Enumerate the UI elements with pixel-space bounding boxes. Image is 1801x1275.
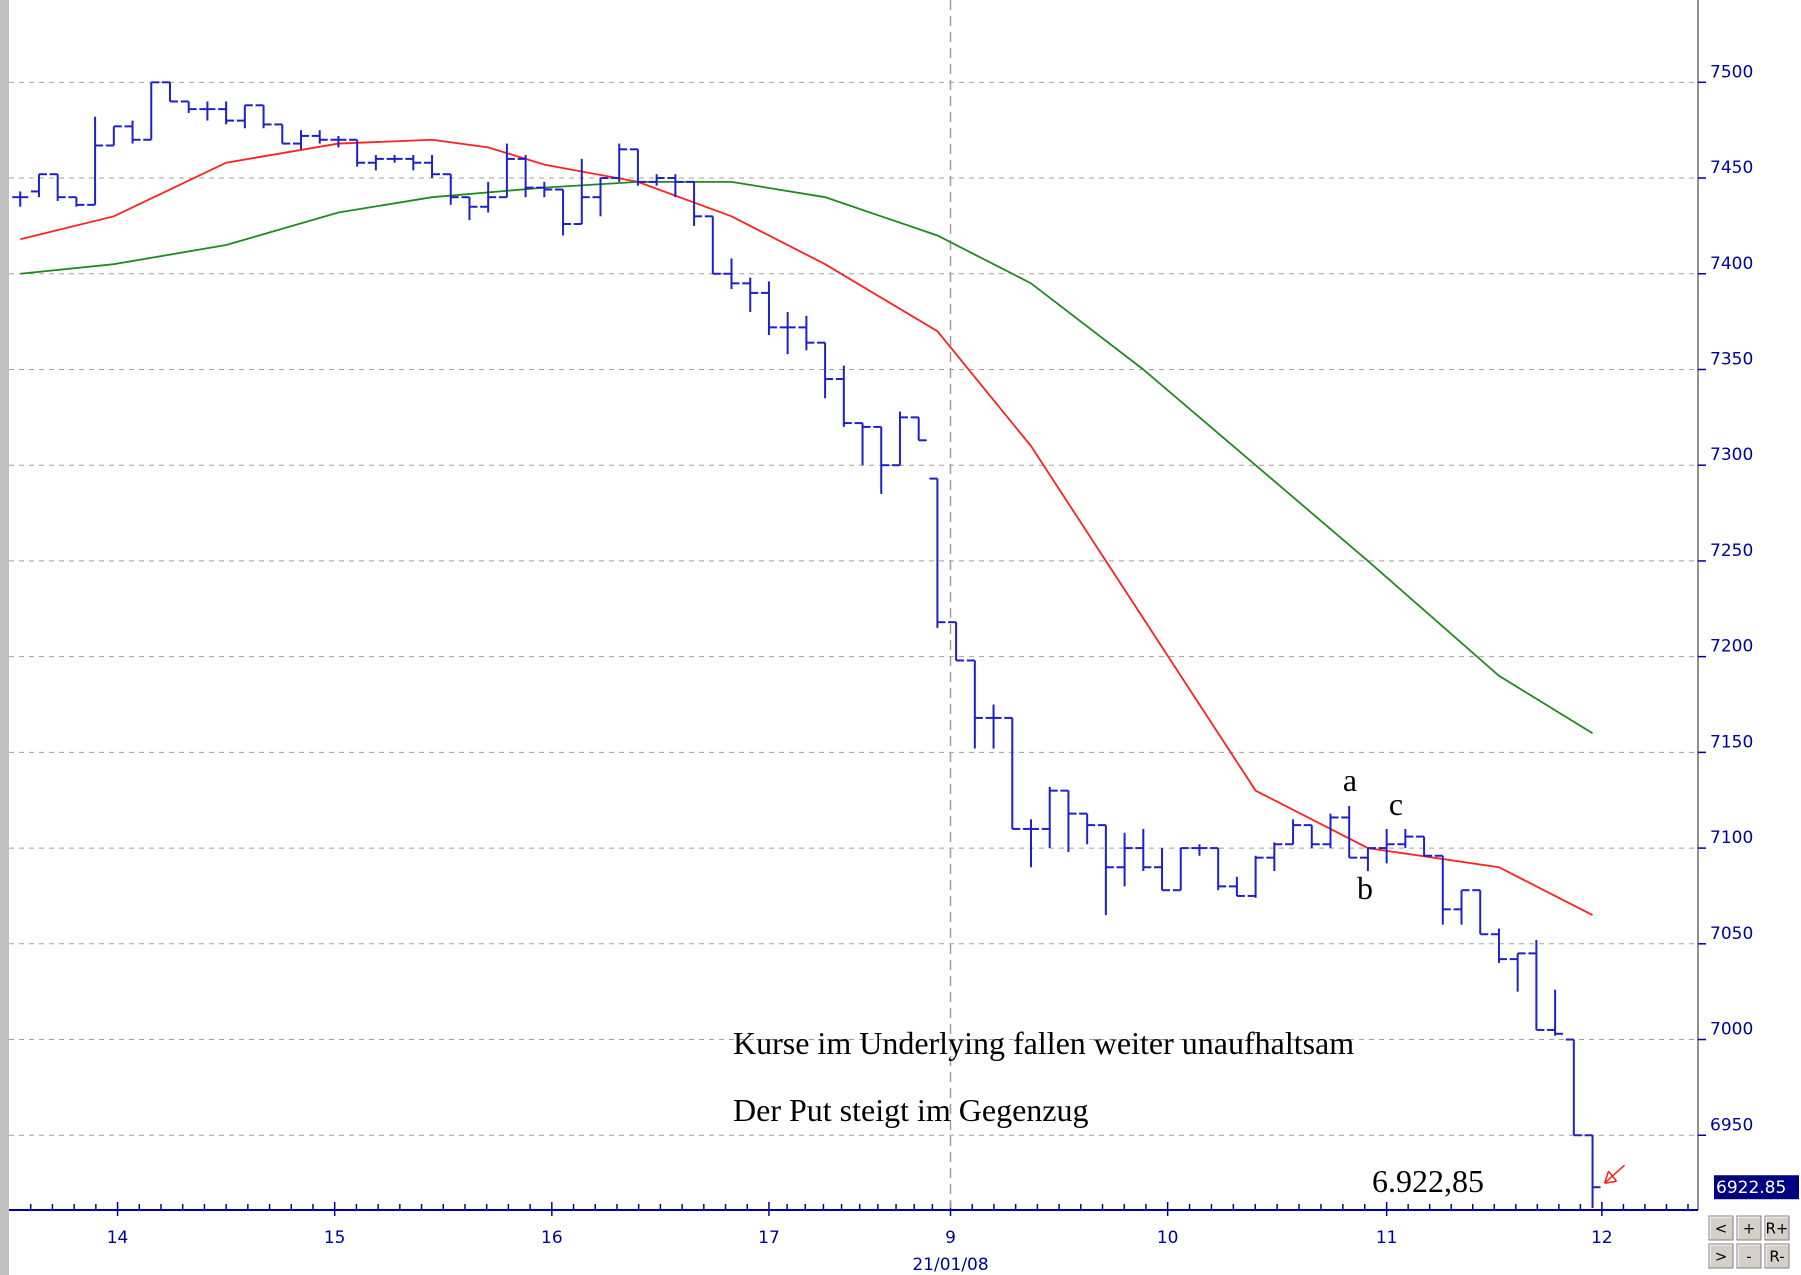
button-label: < bbox=[1715, 1220, 1728, 1238]
y-tick-label: 7000 bbox=[1710, 1020, 1753, 1040]
button-face bbox=[1736, 1243, 1762, 1269]
y-tick-label: 7400 bbox=[1710, 254, 1753, 274]
button-highlight bbox=[1737, 1216, 1760, 1239]
x-tick-label: 12 bbox=[1591, 1228, 1613, 1248]
button-label: R+ bbox=[1766, 1220, 1789, 1238]
x-tick-label: 10 bbox=[1157, 1228, 1179, 1248]
x-tick-label: 15 bbox=[324, 1228, 346, 1248]
y-tick-label: 7100 bbox=[1710, 828, 1753, 848]
y-tick-label: 7050 bbox=[1710, 924, 1753, 944]
y-tick-label: 7300 bbox=[1710, 445, 1753, 465]
annotation: c bbox=[1389, 786, 1403, 822]
date-label: 21/01/08 bbox=[912, 1255, 988, 1275]
button-face bbox=[1764, 1243, 1790, 1269]
button[interactable]: - bbox=[1736, 1243, 1762, 1269]
last-price-box bbox=[1714, 1175, 1799, 1200]
button-highlight bbox=[1765, 1216, 1788, 1239]
y-tick-label: 6950 bbox=[1710, 1115, 1753, 1135]
left-frame bbox=[0, 0, 9, 1275]
button[interactable]: > bbox=[1708, 1243, 1734, 1269]
x-tick-label: 11 bbox=[1376, 1228, 1398, 1248]
button-highlight bbox=[1737, 1244, 1760, 1267]
x-tick-label: 17 bbox=[758, 1228, 780, 1248]
y-tick-label: 7450 bbox=[1710, 158, 1753, 178]
x-tick-label: 9 bbox=[945, 1228, 956, 1248]
annotation: Der Put steigt im Gegenzug bbox=[733, 1092, 1088, 1128]
x-tick-label: 16 bbox=[541, 1228, 563, 1248]
x-tick-label: 14 bbox=[107, 1228, 129, 1248]
y-tick-label: 7350 bbox=[1710, 349, 1753, 369]
button-label: + bbox=[1743, 1220, 1756, 1238]
moving-average bbox=[20, 138, 1593, 916]
last-price-arrow bbox=[1603, 1164, 1626, 1184]
button[interactable]: < bbox=[1708, 1215, 1734, 1241]
button[interactable]: + bbox=[1736, 1215, 1762, 1241]
button-label: - bbox=[1746, 1248, 1751, 1266]
button-highlight bbox=[1709, 1216, 1732, 1239]
button-face bbox=[1736, 1215, 1762, 1241]
y-tick-label: 7500 bbox=[1710, 62, 1753, 82]
last-price-label: 6922.85 bbox=[1716, 1178, 1786, 1198]
y-tick-label: 7250 bbox=[1710, 541, 1753, 561]
annotation: 6.922,85 bbox=[1372, 1163, 1484, 1199]
button[interactable]: R+ bbox=[1764, 1215, 1790, 1241]
y-tick-label: 7200 bbox=[1710, 637, 1753, 657]
y-tick-label: 7150 bbox=[1710, 732, 1753, 752]
button-label: > bbox=[1715, 1248, 1728, 1266]
moving-average bbox=[20, 180, 1594, 734]
button-face bbox=[1708, 1215, 1734, 1241]
button-face bbox=[1708, 1243, 1734, 1269]
button-face bbox=[1764, 1215, 1790, 1241]
button[interactable]: R- bbox=[1764, 1243, 1790, 1269]
button-highlight bbox=[1765, 1244, 1788, 1267]
annotation: b bbox=[1357, 870, 1373, 906]
button-highlight bbox=[1709, 1244, 1732, 1267]
annotation: Kurse im Underlying fallen weiter unaufh… bbox=[733, 1025, 1354, 1061]
annotation: a bbox=[1343, 762, 1357, 798]
button-label: R- bbox=[1769, 1248, 1784, 1266]
